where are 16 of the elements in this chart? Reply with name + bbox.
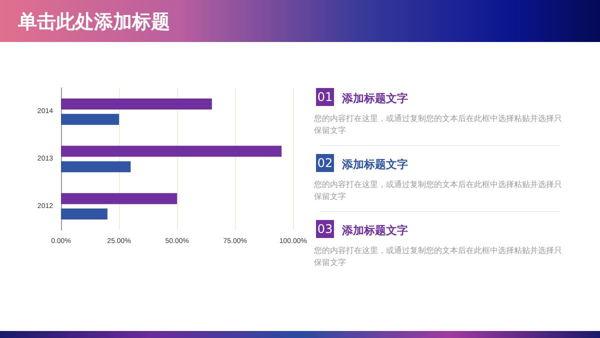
bar — [61, 98, 212, 110]
text: 添加标题文字 — [342, 223, 408, 238]
text: 您的内容打在这里，或通过复制您的文本后在此框中选择粘贴并选择只保留文字 — [314, 113, 563, 137]
text: 您的内容打在这里，或通过复制您的文本后在此框中选择粘贴并选择只保留文字 — [314, 179, 563, 203]
bar — [61, 161, 131, 172]
bar — [61, 114, 120, 125]
bar — [61, 208, 108, 220]
bar — [61, 193, 178, 204]
bar — [61, 146, 282, 157]
text: 添加标题文字 — [342, 91, 408, 106]
text: 03 — [316, 220, 334, 238]
text: 您的内容打在这里，或通过复制您的文本后在此框中选择粘贴并选择只保留文字 — [314, 245, 563, 269]
text: 添加标题文字 — [342, 157, 408, 172]
text: 01 — [316, 88, 334, 106]
chart-title: 单击此处添加标题 — [18, 10, 170, 35]
text: 02 — [316, 154, 334, 172]
